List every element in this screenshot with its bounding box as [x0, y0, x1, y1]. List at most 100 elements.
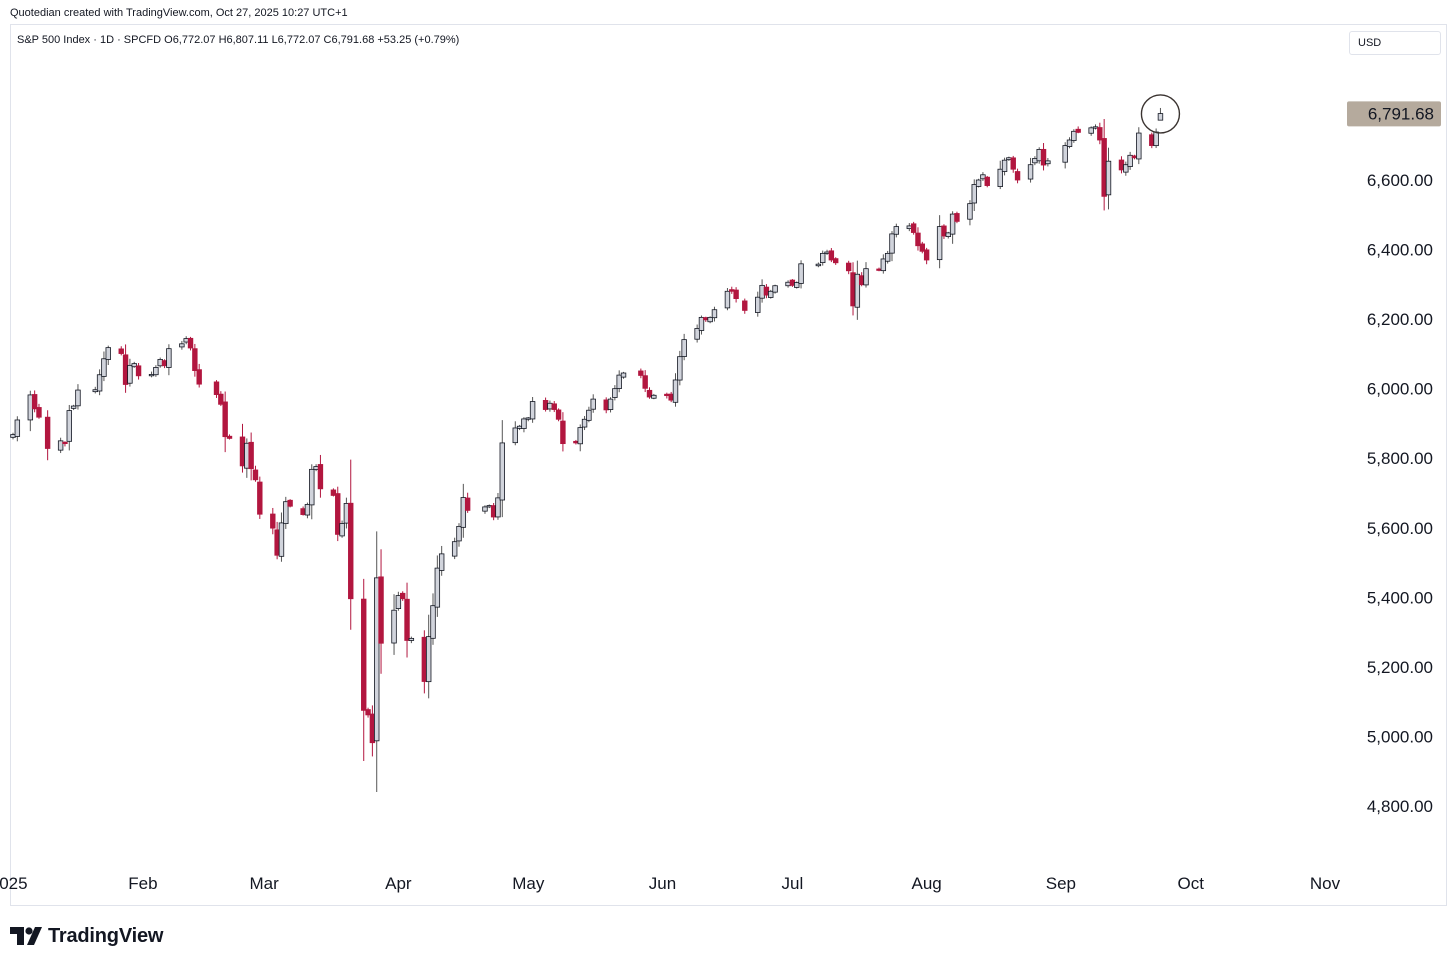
time-tick-label: Jun [649, 874, 676, 893]
candle [1127, 151, 1133, 170]
candle [763, 284, 770, 299]
candle [997, 160, 1003, 190]
candle [75, 384, 81, 410]
candle [213, 380, 220, 398]
candle [1014, 168, 1021, 184]
candle [694, 324, 700, 343]
candle [361, 578, 367, 761]
candle [226, 434, 233, 440]
symbol-legend[interactable]: S&P 500 Index · 1D · SPCFD O6,772.07 H6,… [17, 34, 460, 46]
candle [984, 175, 990, 188]
candle [707, 316, 713, 324]
price-tick-label: 5,800.00 [1367, 449, 1433, 468]
candle [490, 502, 497, 521]
candle [499, 420, 505, 518]
candle [218, 391, 224, 407]
candle [590, 394, 596, 413]
candle [880, 254, 887, 274]
last-price-label: 6,791.68 [1368, 104, 1434, 123]
currency-selector[interactable]: USD [1349, 31, 1441, 55]
candle [36, 403, 42, 419]
candle [954, 211, 960, 224]
candle [1032, 156, 1038, 166]
candle [586, 406, 592, 423]
candle [252, 465, 259, 482]
candle [348, 459, 354, 630]
candle [330, 488, 337, 497]
candle [742, 298, 748, 314]
candle [482, 505, 488, 514]
candle [378, 549, 384, 674]
candle [339, 520, 345, 538]
candle [451, 537, 458, 560]
candle [135, 362, 142, 380]
candle [248, 432, 254, 481]
candle [196, 363, 202, 388]
candle [300, 506, 306, 516]
time-tick-label: Sep [1046, 874, 1076, 893]
candle [486, 504, 492, 509]
candle [724, 287, 731, 311]
candle [980, 172, 986, 182]
time-tick-label: Apr [385, 874, 412, 893]
candle [789, 279, 796, 287]
candle [1157, 107, 1164, 121]
candle [668, 391, 674, 403]
candle [1036, 147, 1042, 164]
candle [57, 437, 64, 454]
candle [729, 286, 735, 294]
time-tick-label: Nov [1310, 874, 1341, 893]
time-tick-label: Jul [782, 874, 804, 893]
price-tick-label: 4,800.00 [1367, 797, 1433, 816]
candle [1088, 126, 1094, 136]
candle [10, 432, 16, 440]
candle [698, 315, 705, 335]
price-tick-label: 6,200.00 [1367, 310, 1433, 329]
candle [425, 614, 432, 699]
candle [884, 250, 891, 264]
candle [512, 421, 518, 446]
candle [603, 397, 609, 414]
price-tick-label: 6,400.00 [1367, 241, 1433, 260]
price-tick-label: 5,400.00 [1367, 588, 1433, 607]
candle [161, 359, 168, 369]
candle [845, 260, 852, 275]
candle [858, 272, 865, 287]
candle [798, 260, 804, 289]
candle [313, 464, 319, 472]
candle [157, 357, 163, 368]
candle [287, 499, 293, 508]
candle [395, 591, 402, 611]
candle [270, 507, 276, 535]
price-tick-label: 5,600.00 [1367, 519, 1433, 538]
chart-frame [10, 24, 1447, 906]
price-tick-label: 6,000.00 [1367, 380, 1433, 399]
candle [876, 267, 882, 272]
candle [703, 316, 709, 322]
price-axis: 4,800.00 5,000.00 5,200.00 5,400.00 5,600.00… [1347, 101, 1441, 816]
candle [945, 231, 951, 239]
candle [677, 350, 683, 386]
candle [919, 241, 925, 254]
candle [820, 250, 826, 266]
tradingview-logo[interactable]: TradingView [10, 924, 163, 948]
candle [664, 392, 670, 399]
candle [607, 397, 614, 413]
candle [906, 223, 913, 232]
candle [516, 424, 523, 431]
candle [456, 523, 462, 547]
candle [560, 412, 566, 452]
candle [222, 391, 228, 453]
time-tick-label: Oct [1178, 874, 1205, 893]
candle [343, 497, 350, 529]
candle [824, 249, 830, 255]
candle [1097, 122, 1103, 145]
candle [105, 345, 111, 365]
time-tick-label: May [512, 874, 545, 893]
candle [616, 370, 622, 393]
candle [893, 223, 900, 238]
candle [642, 370, 648, 393]
candle [1123, 161, 1129, 176]
highlight-circle [1140, 94, 1181, 134]
